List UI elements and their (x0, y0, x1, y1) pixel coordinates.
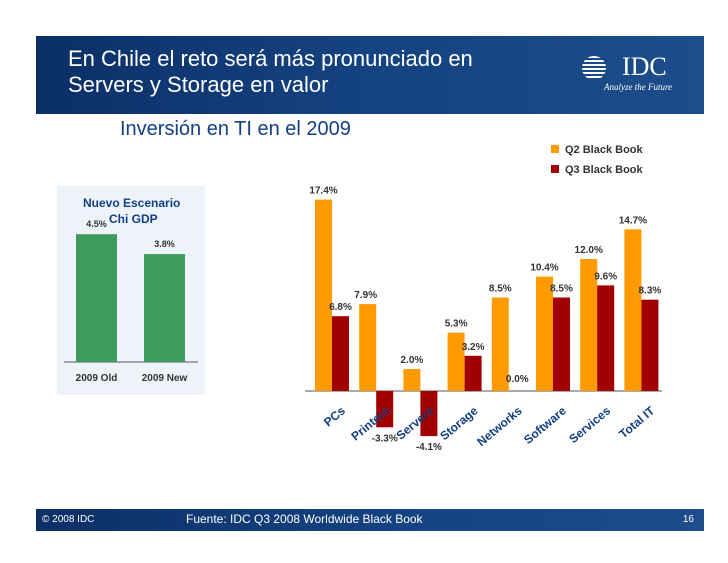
bar-services-q2 (580, 259, 598, 391)
data-label-total-it-q3: 8.3% (639, 286, 662, 297)
data-label-storage-q2: 5.3% (445, 319, 468, 330)
inset-title-line1: Nuevo Escenario (83, 196, 181, 210)
legend-label-q2: Q2 Black Book (565, 144, 644, 156)
data-label-services-q2: 12.0% (575, 245, 603, 256)
bar-software-q2 (536, 276, 553, 391)
bar-storage-q2 (447, 332, 465, 391)
data-label-services-q3: 9.6% (594, 271, 617, 282)
data-label-printers-q3: -3.3% (372, 433, 398, 444)
category-label-networks: Networks (474, 403, 525, 449)
logo-tagline: Analyze the Future (604, 82, 673, 92)
idc-logo: IDC Analyze the Future (582, 52, 672, 96)
data-label-software-q3: 8.5% (550, 284, 573, 295)
slide-title-line1: En Chile el reto será más pronunciado en (68, 46, 473, 71)
category-label-servers: Servers (394, 403, 437, 442)
slide-title-line2: Servers y Storage en valor (68, 72, 329, 97)
data-label-printers-q2: 7.9% (354, 290, 377, 301)
data-label-pcs-q2: 17.4% (309, 186, 337, 197)
data-label-networks-q3: 0.0% (506, 374, 529, 385)
inset-title-line2: Chi GDP (109, 212, 158, 226)
data-label-software-q2: 10.4% (530, 263, 558, 274)
data-label-networks-q2: 8.5% (489, 284, 512, 295)
data-label-servers-q3: -4.1% (416, 442, 442, 453)
bar-total-it-q2 (624, 229, 642, 391)
bar-servers-q2 (403, 369, 421, 391)
bar-servers-q3 (420, 391, 438, 437)
category-label-total-it: Total IT (616, 403, 658, 441)
bar-services-q3 (597, 285, 615, 391)
bar-pcs-q3 (332, 316, 349, 391)
inset-title: Nuevo Escenario Chi GDP (83, 195, 180, 227)
category-label-storage: Storage (437, 403, 480, 443)
category-label-pcs: PCs (321, 403, 348, 429)
bar-networks-q2 (491, 297, 509, 391)
data-label-pcs-q3: 6.8% (329, 302, 352, 313)
page-number: 16 (682, 514, 694, 525)
footer-bar: © 2008 IDC Fuente: IDC Q3 2008 Worldwide… (36, 509, 704, 531)
bar-pcs-q2 (315, 199, 332, 391)
chart-subtitle: Inversión en TI en el 2009 (120, 118, 351, 140)
legend-swatch-q3 (551, 165, 559, 173)
bar-software-q3 (553, 297, 570, 391)
gdp-inset-panel: Nuevo Escenario Chi GDP (57, 186, 205, 395)
bar-storage-q3 (464, 355, 482, 391)
legend-label-q3: Q3 Black Book (565, 164, 644, 176)
category-label-printers: Printers (348, 403, 392, 443)
category-label-software: Software (521, 403, 569, 447)
copyright: © 2008 IDC (42, 514, 95, 525)
bar-printers-q2 (359, 304, 377, 391)
data-label-total-it-q2: 14.7% (619, 215, 647, 226)
slide-title: En Chile el reto será más pronunciado en… (68, 46, 473, 98)
bar-printers-q3 (376, 391, 394, 428)
bar-total-it-q3 (641, 299, 659, 391)
globe-icon (582, 56, 606, 80)
logo-text: IDC (622, 52, 667, 81)
data-label-storage-q3: 3.2% (462, 342, 485, 353)
title-banner: En Chile el reto será más pronunciado en… (36, 36, 704, 114)
source-note: Fuente: IDC Q3 2008 Worldwide Black Book (186, 512, 423, 526)
legend-swatch-q2 (551, 145, 559, 153)
data-label-servers-q2: 2.0% (401, 355, 424, 366)
category-label-services: Services (566, 403, 613, 446)
